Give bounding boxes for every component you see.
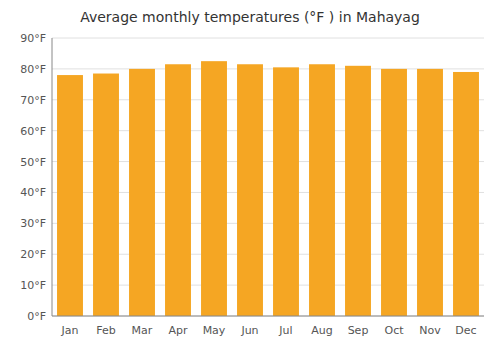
y-grid (52, 38, 484, 316)
y-tick-label: 70°F (20, 94, 46, 107)
bar (57, 75, 83, 316)
bar (129, 69, 155, 316)
x-tick-label: Sep (348, 324, 369, 337)
x-tick-label: Oct (384, 324, 404, 337)
x-tick-label: Apr (168, 324, 188, 337)
x-tick-label: Dec (455, 324, 476, 337)
grid-line (52, 38, 484, 39)
bar (93, 74, 119, 316)
chart-container: 0°F 10°F 20°F 30°F 40°F 50°F 60°F 70°F 80°F 90°F J… (0, 0, 500, 350)
bar (165, 64, 191, 316)
x-tick-label: Aug (311, 324, 332, 337)
title: Average monthly temperatures (°F ) in Ma… (80, 9, 420, 25)
bar (381, 69, 407, 316)
y-tick-label: 60°F (20, 125, 46, 138)
y-tick-label: 20°F (20, 248, 46, 261)
x-tick-label: Jun (240, 324, 258, 337)
bars (57, 61, 479, 316)
x-tick-label: Jan (61, 324, 79, 337)
bar (273, 67, 299, 316)
bar (417, 69, 443, 316)
bar (453, 72, 479, 316)
x-tick-label: Mar (132, 324, 153, 337)
y-tick-label: 40°F (20, 186, 46, 199)
y-tick-label: 80°F (20, 63, 46, 76)
chart: 0°F 10°F 20°F 30°F 40°F 50°F 60°F 70°F 80°F 90°F J… (0, 0, 500, 350)
y-tick-label: 30°F (20, 217, 46, 230)
grid-line (52, 316, 484, 317)
bar (345, 66, 371, 316)
x-axis (52, 316, 484, 317)
bar (309, 64, 335, 316)
bar (201, 61, 227, 316)
bar (237, 64, 263, 316)
y-tick-label: 90°F (20, 32, 46, 45)
y-tick-label: 50°F (20, 156, 46, 169)
y-tick-label: 0°F (27, 310, 46, 323)
x-tick-label: Jul (278, 324, 292, 337)
y-axis (52, 38, 53, 316)
x-tick-label: May (203, 324, 226, 337)
x-tick-label: Feb (96, 324, 115, 337)
x-tick-label: Nov (419, 324, 441, 337)
y-tick-label: 10°F (20, 279, 46, 292)
